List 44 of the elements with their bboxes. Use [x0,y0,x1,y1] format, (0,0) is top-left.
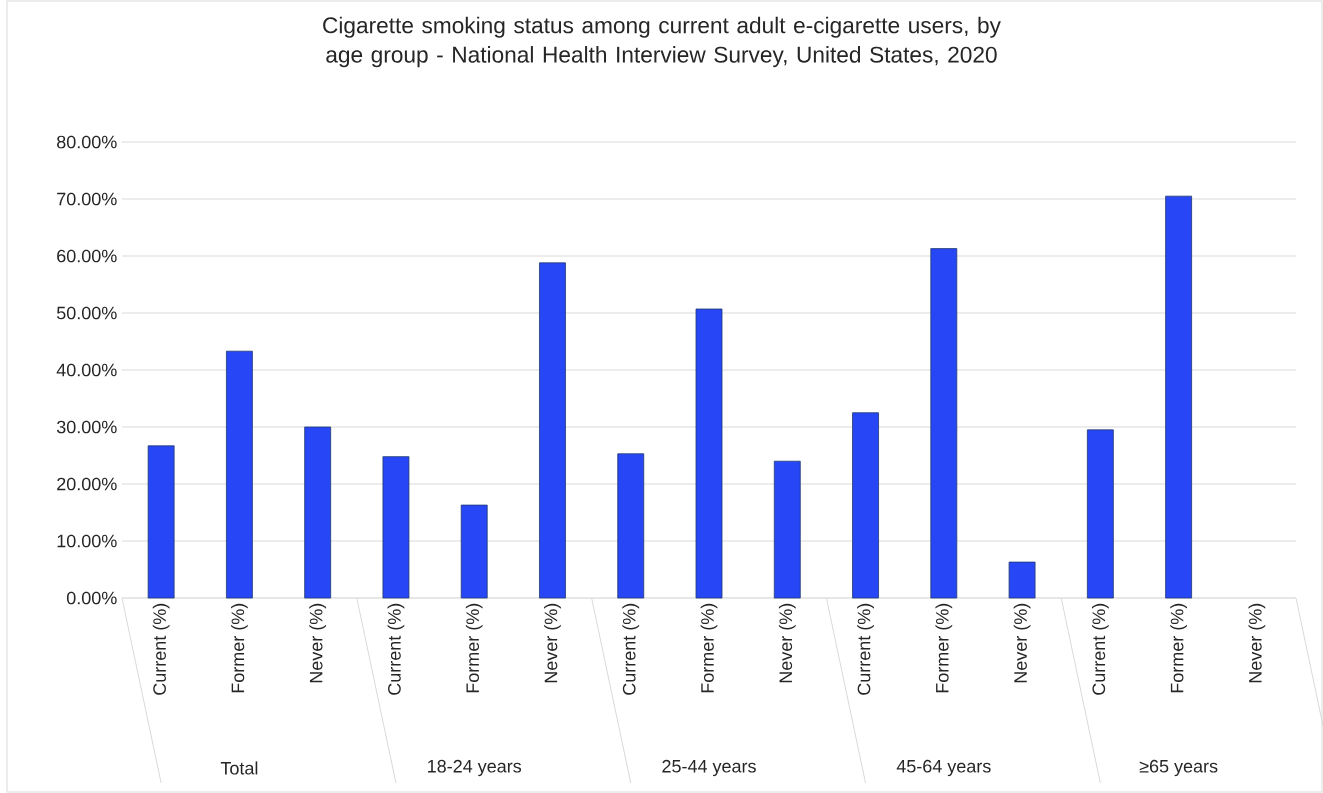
x-tick-label: Current (%) [387,603,405,695]
bar [1165,195,1193,599]
bar [539,262,566,599]
y-tick-label: 50.00% [56,306,117,320]
bar [460,504,488,599]
x-tick-label: Never (%) [544,603,561,683]
x-tick-label: Current (%) [1091,603,1109,695]
text: 45-64 years [896,759,991,777]
x-tick-label: Former (%) [231,603,248,693]
bar [226,350,253,599]
bar [304,426,332,599]
x-tick-label: Current (%) [152,603,170,695]
y-tick-label: 10.00% [57,534,117,548]
bar [382,456,410,599]
text: 18-24 years [428,759,522,777]
x-tick-label: Never (%) [309,603,327,683]
x-tick-label: Current (%) [857,603,874,695]
y-tick-label: 40.00% [56,363,117,377]
y-tick-label: 70.00% [57,192,117,206]
bar [617,453,645,599]
x-tick-label: Never (%) [778,603,796,683]
bar [695,308,723,599]
chart-title: Cigarette smoking status among current adult e-cigarette users, by age group - National Health Interview Survey, United States, 2020 [323,16,1001,68]
y-tick-label: 20.00% [57,477,117,491]
bar [1086,429,1114,599]
bar [930,248,958,599]
bar [1008,561,1036,599]
text: Total [220,761,258,775]
bar [147,445,175,599]
x-tick-label: Never (%) [1013,603,1031,683]
bar [852,412,879,599]
y-tick-label: 60.00% [57,249,117,263]
x-tick-label: Current (%) [622,603,640,695]
x-tick-label: Former (%) [700,603,718,693]
x-tick-label: Never (%) [1248,603,1266,683]
y-tick-label: 80.00% [57,135,117,149]
bar [773,460,801,599]
x-tick-label: Former (%) [465,603,483,693]
x-tick-label: Former (%) [1170,603,1187,693]
text: ≥65 years [1139,759,1218,777]
x-tick-label: Former (%) [935,603,953,693]
y-tick-label: 30.00% [56,420,117,434]
text: 25-44 years [662,759,756,777]
y-tick-label: 0.00% [66,591,117,605]
